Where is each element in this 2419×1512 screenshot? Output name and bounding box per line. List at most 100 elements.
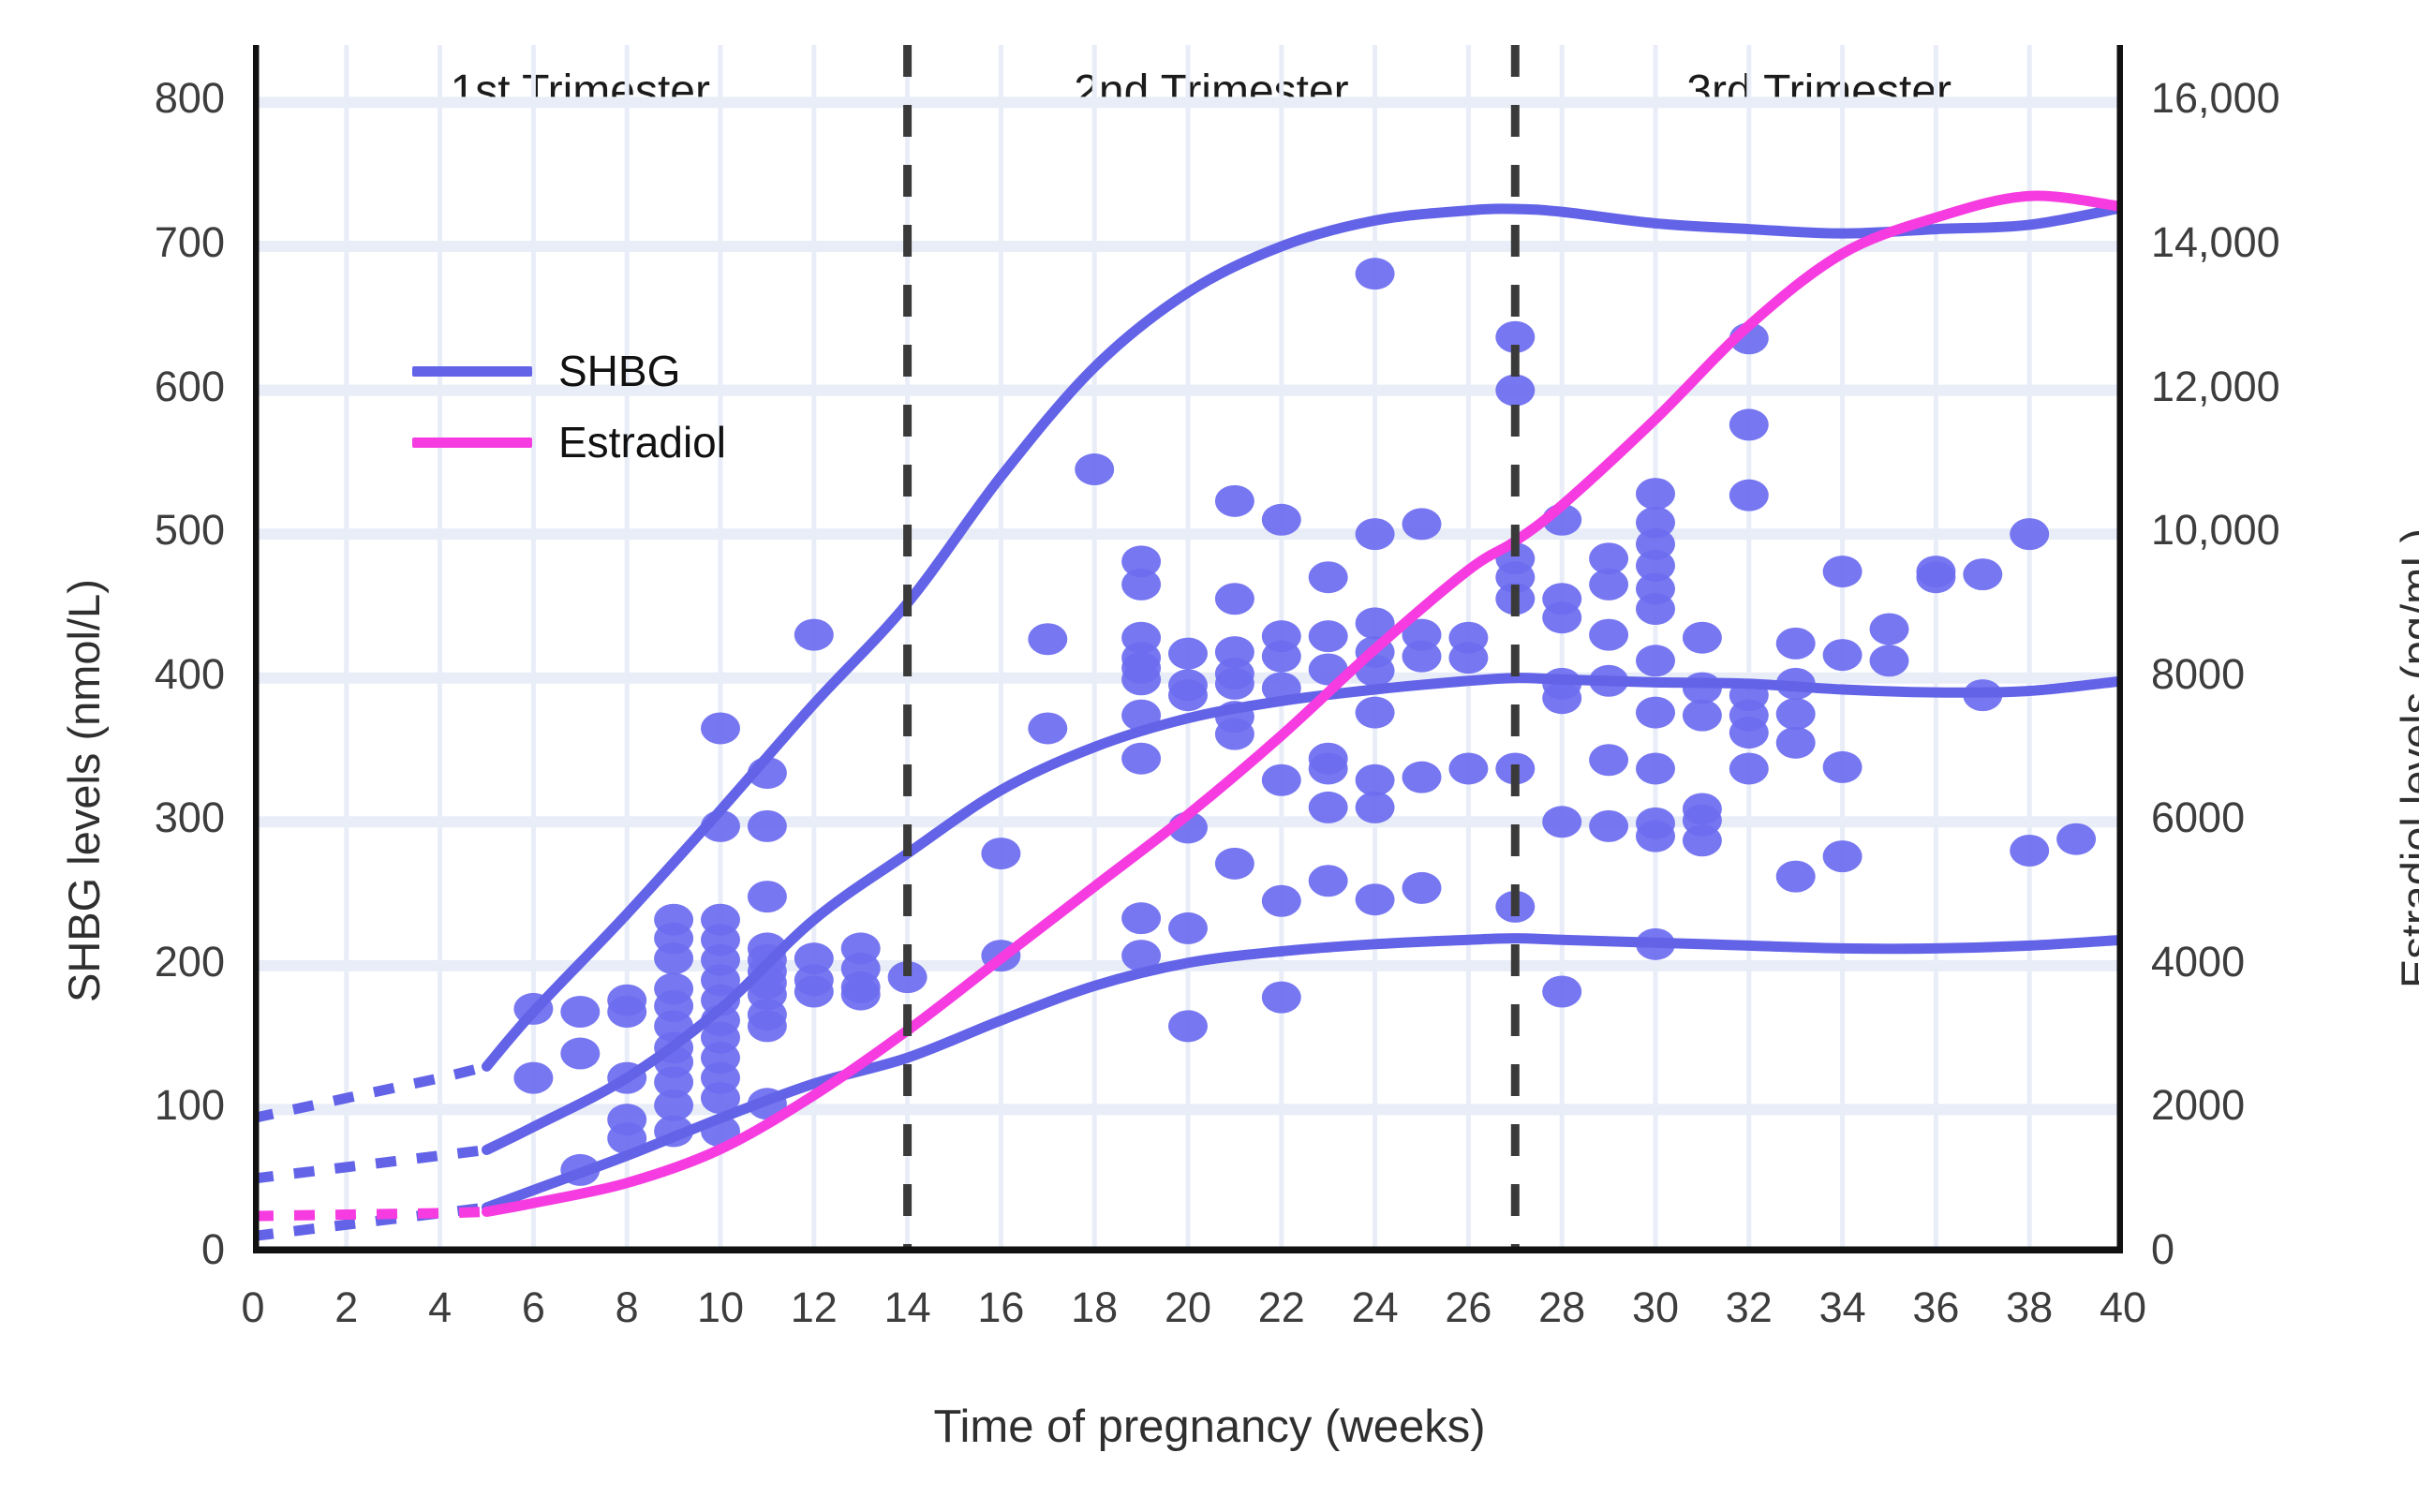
scatter-point <box>560 1037 601 1070</box>
x-tick-12: 12 <box>790 1283 838 1331</box>
series-2-line <box>482 933 2123 1213</box>
x-tick-40: 40 <box>2099 1283 2147 1331</box>
scatter-point <box>1308 561 1348 594</box>
legend-swatch-estradiol <box>412 437 532 448</box>
scatter-point <box>1682 699 1722 732</box>
scatter-point <box>747 809 787 842</box>
scatter-point <box>1355 696 1395 729</box>
x-tick-10: 10 <box>696 1283 745 1331</box>
y-tick-left-400: 400 <box>154 649 225 698</box>
scatter-point <box>1448 752 1489 785</box>
legend-item-shbg[interactable]: SHBG <box>412 335 726 407</box>
y-tick-left-100: 100 <box>154 1081 225 1130</box>
scatter-point <box>1729 717 1769 749</box>
scatter-point <box>1636 478 1675 511</box>
plot-svg <box>253 45 2123 1253</box>
scatter-point <box>1121 742 1162 775</box>
scatter-point <box>1589 618 1629 651</box>
scatter-point <box>1308 791 1348 823</box>
y-axis-label-left: SHBG levels (nmol/L) <box>59 579 109 1002</box>
x-tick-6: 6 <box>521 1283 545 1331</box>
y-tick-right-10000: 10,000 <box>2151 506 2280 555</box>
scatter-point <box>794 975 834 1008</box>
scatter-point <box>1636 549 1675 582</box>
scatter-point <box>1028 712 1068 745</box>
x-tick-36: 36 <box>1912 1283 1960 1331</box>
scatter-point <box>1028 623 1068 656</box>
scatter-point <box>1636 593 1675 625</box>
legend-label-estradiol: Estradiol <box>558 418 726 467</box>
series-3-dashed-segment <box>253 1206 487 1222</box>
y-tick-right-14000: 14,000 <box>2151 218 2280 266</box>
scatter-point <box>1542 806 1582 838</box>
scatter-point <box>1682 824 1722 857</box>
legend-item-estradiol[interactable]: Estradiol <box>412 407 726 478</box>
x-tick-8: 8 <box>615 1283 639 1331</box>
x-tick-4: 4 <box>428 1283 453 1331</box>
x-tick-0: 0 <box>241 1283 265 1331</box>
scatter-point <box>1775 726 1816 759</box>
y-tick-left-0: 0 <box>200 1225 225 1273</box>
scatter-point <box>1214 667 1254 700</box>
scatter-point <box>1729 408 1769 441</box>
scatter-point <box>1636 645 1675 677</box>
scatter-point <box>1963 558 2003 591</box>
y-tick-right-12000: 12,000 <box>2151 362 2280 410</box>
series-3-line <box>482 190 2123 1217</box>
scatter-point <box>1168 912 1208 944</box>
scatter-point <box>2010 835 2050 867</box>
scatter-point <box>794 618 834 651</box>
scatter-point <box>1355 518 1395 551</box>
scatter-point <box>1542 601 1582 634</box>
scatter-point <box>1261 981 1301 1014</box>
scatter-point <box>1822 750 1862 783</box>
scatter-point <box>1916 561 1956 594</box>
y-tick-left-600: 600 <box>154 362 225 410</box>
scatter-point <box>1261 640 1301 673</box>
x-axis-label: Time of pregnancy (weeks) <box>933 1401 1486 1452</box>
scatter-point <box>1121 902 1162 935</box>
x-tick-14: 14 <box>883 1283 931 1331</box>
scatter-point <box>1214 484 1254 517</box>
scatter-point <box>1308 865 1348 897</box>
scatter-point <box>654 942 694 975</box>
scatter-point <box>981 838 1021 870</box>
scatter-point <box>1168 637 1208 670</box>
scatter-point <box>1636 820 1675 852</box>
y-tick-right-8000: 8000 <box>2151 649 2246 698</box>
scatter-point <box>1495 320 1536 353</box>
scatter-point <box>1402 761 1442 793</box>
scatter-points <box>513 258 2097 1186</box>
scatter-point <box>1355 258 1395 290</box>
x-tick-28: 28 <box>1538 1283 1586 1331</box>
x-tick-20: 20 <box>1164 1283 1212 1331</box>
x-tick-16: 16 <box>977 1283 1025 1331</box>
series-0-line <box>482 673 2123 1155</box>
x-tick-18: 18 <box>1071 1283 1119 1331</box>
x-tick-38: 38 <box>2006 1283 2054 1331</box>
scatter-point <box>1168 679 1208 712</box>
scatter-point <box>1214 847 1254 880</box>
scatter-point <box>1402 640 1442 673</box>
scatter-point <box>1402 508 1442 541</box>
scatter-point <box>1589 744 1629 777</box>
scatter-point <box>1121 545 1162 578</box>
scatter-point <box>747 881 787 913</box>
y-axis-label-right: Estradiol levels (pg/mL) <box>2392 527 2419 988</box>
scatter-point <box>1121 663 1162 696</box>
axis-spines <box>253 45 2123 1253</box>
scatter-point <box>1775 698 1816 731</box>
scatter-point <box>513 1061 554 1094</box>
y-tick-left-200: 200 <box>154 937 225 986</box>
x-tick-2: 2 <box>334 1283 359 1331</box>
y-tick-right-6000: 6000 <box>2151 793 2246 842</box>
scatter-point <box>2010 518 2050 551</box>
scatter-point <box>1448 642 1489 674</box>
scatter-point <box>1495 374 1536 407</box>
y-tick-right-4000: 4000 <box>2151 937 2246 986</box>
scatter-point <box>701 712 740 745</box>
scatter-point <box>1542 682 1582 715</box>
x-tick-34: 34 <box>1818 1283 1866 1331</box>
scatter-point <box>1636 696 1675 729</box>
y-tick-right-0: 0 <box>2151 1225 2175 1273</box>
